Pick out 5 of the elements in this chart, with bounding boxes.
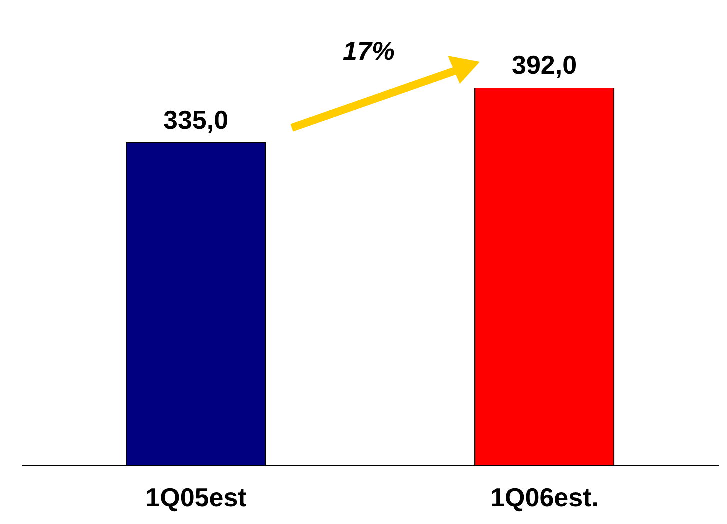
data-label: 335,0 [164,104,229,135]
data-label: 392,0 [512,50,578,80]
text: 17% [343,36,396,67]
x-tick-label: 1Q06est. [490,482,599,512]
x-tick-label: 1Q05est [146,482,248,512]
